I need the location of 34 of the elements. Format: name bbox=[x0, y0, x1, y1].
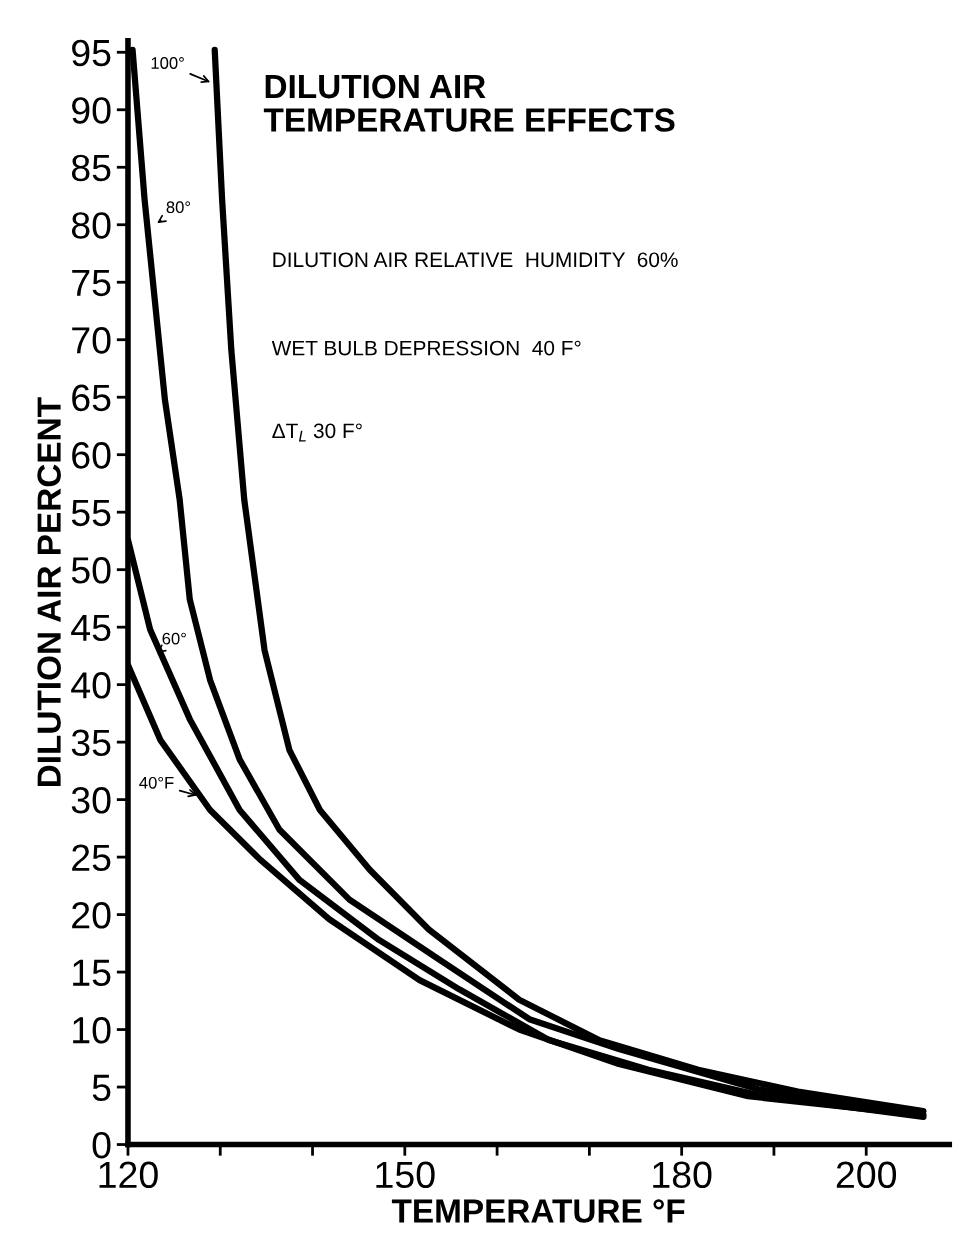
y-tick-label: 30 bbox=[71, 787, 111, 814]
y-tick-label: 70 bbox=[72, 327, 111, 354]
x-tick-label: 120 bbox=[99, 1161, 158, 1189]
y-tick-label: 45 bbox=[71, 614, 111, 642]
annotation: ΔT$_{L}$ 30 F° bbox=[272, 423, 362, 442]
y-tick-label: 80 bbox=[71, 212, 111, 239]
y-tick-label: 50 bbox=[71, 557, 111, 584]
y-tick-label: 0 bbox=[92, 1131, 111, 1159]
y-tick-label: 95 bbox=[72, 39, 111, 67]
annotation: 100° bbox=[151, 57, 184, 69]
y-tick-label: 75 bbox=[72, 270, 111, 297]
y-tick-label: 20 bbox=[72, 901, 111, 929]
annotation: WET BULB DEPRESSION 40 F° bbox=[271, 340, 581, 356]
annotation: DILUTION AIR RELATIVE HUMIDITY 60% bbox=[273, 252, 678, 268]
y-tick-label: 5 bbox=[92, 1074, 111, 1102]
x-axis-title: TEMPERATURE °F bbox=[391, 1199, 685, 1223]
annotation: 40°F bbox=[139, 776, 174, 789]
y-tick-label: 60 bbox=[72, 442, 111, 469]
y-tick-label: 85 bbox=[71, 154, 111, 182]
annotation: 60° bbox=[162, 632, 186, 645]
y-tick-label: 40 bbox=[71, 672, 111, 699]
y-axis-title: DILUTION AIR PERCENT bbox=[37, 397, 61, 787]
y-tick-label: 65 bbox=[72, 384, 111, 412]
text: DILUTION AIR TEMPERATURE EFFECTS bbox=[263, 74, 675, 132]
y-tick-label: 15 bbox=[73, 959, 111, 987]
annotation: 80° bbox=[166, 201, 191, 214]
y-tick-label: 55 bbox=[71, 499, 111, 527]
y-tick-label: 90 bbox=[72, 97, 111, 124]
x-tick-label: 200 bbox=[836, 1161, 897, 1189]
y-tick-label: 10 bbox=[73, 1016, 111, 1044]
y-tick-label: 25 bbox=[72, 844, 111, 872]
y-tick-label: 35 bbox=[71, 729, 111, 757]
x-tick-label: 180 bbox=[653, 1161, 712, 1189]
x-tick-label: 150 bbox=[376, 1161, 435, 1189]
